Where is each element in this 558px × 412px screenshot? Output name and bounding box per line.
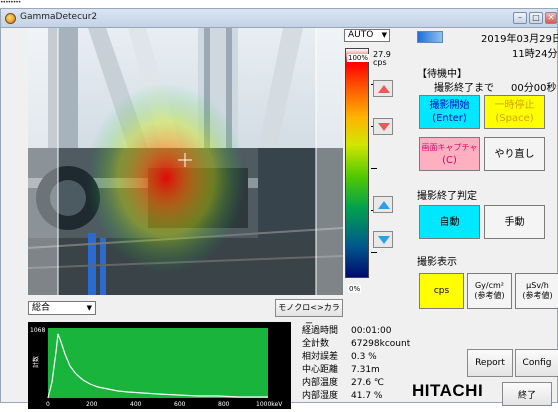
- readout-row: 経過時間 00:01:00: [302, 325, 412, 338]
- pause-label: 一時停止: [494, 100, 535, 111]
- spectrum-x-tick: 400: [130, 401, 142, 408]
- max-down-button[interactable]: [373, 118, 393, 135]
- camera-view[interactable]: [28, 28, 343, 295]
- redo-button[interactable]: やり直し: [484, 137, 545, 171]
- color-scale-bar: [345, 48, 369, 278]
- readout-label: 内部湿度: [302, 391, 339, 401]
- current-date: 2019年03月29日: [481, 34, 558, 45]
- readout-value: 27.6 ℃: [351, 378, 385, 388]
- status-indicator: [417, 31, 443, 43]
- readout-value: 67298kcount: [351, 339, 411, 349]
- remaining-value: 00分00秒: [511, 83, 557, 94]
- spectrum-x-tick: 600: [174, 401, 186, 408]
- readout-row: 内部温度 27.6 ℃: [302, 377, 412, 390]
- spectrum-x-tick: 0: [46, 401, 50, 408]
- camera-image: [28, 28, 343, 295]
- chevron-down-icon: ▼: [86, 304, 92, 312]
- scale-min-percent: 0%: [348, 285, 362, 293]
- spectrum-curve: [47, 333, 268, 399]
- spectrum-y-max: 1068: [30, 327, 45, 334]
- minimize-button[interactable]: –: [513, 12, 527, 24]
- usv-unit-button[interactable]: μSv/h (参考値): [515, 273, 558, 309]
- end-judge-label: 撮影終了判定: [417, 191, 477, 202]
- min-up-button[interactable]: [373, 196, 393, 213]
- readout-value: 0.3 %: [351, 352, 377, 362]
- current-time: 11時24分: [512, 49, 558, 60]
- hitachi-logo: HITACHI: [412, 381, 484, 400]
- readout-label: 経過時間: [302, 326, 339, 336]
- exit-button[interactable]: 終了: [502, 382, 552, 406]
- triangle-up-icon: [378, 201, 390, 209]
- mode-select-value: AUTO: [348, 30, 374, 40]
- start-capture-label: 撮影開始: [429, 100, 470, 111]
- readout-row: 中心距離 7.31m: [302, 364, 412, 377]
- readout-label: 相対誤差: [302, 352, 339, 362]
- detector-select-value: 総合: [32, 303, 51, 313]
- min-down-button[interactable]: [373, 231, 393, 248]
- top-marks: ••••••••: [0, 0, 21, 6]
- manual-button[interactable]: 手動: [484, 205, 545, 239]
- triangle-down-icon: [378, 236, 390, 244]
- readout-value: 41.7 %: [351, 391, 383, 401]
- spectrum-x-tick: 1000keV: [256, 401, 283, 408]
- scale-tick: [371, 252, 377, 253]
- scale-panel: AUTO ▼ 100% 0% 27.9 cps: [343, 28, 413, 295]
- readout-label: 内部温度: [302, 378, 339, 388]
- report-button[interactable]: Report: [467, 349, 513, 377]
- detector-select[interactable]: 総合 ▼: [28, 301, 96, 315]
- triangle-up-icon: [378, 85, 390, 93]
- readout-value: 00:01:00: [351, 326, 392, 336]
- triangle-down-icon: [378, 123, 390, 131]
- readout-row: 相対誤差 0.3 %: [302, 351, 412, 364]
- readout-row: 内部湿度 41.7 %: [302, 390, 412, 403]
- max-up-button[interactable]: [373, 80, 393, 97]
- readout-row: 全計数 67298kcount: [302, 338, 412, 351]
- scale-max-value: 27.9 cps: [373, 51, 391, 67]
- scale-max-percent: 100%: [347, 54, 370, 62]
- auto-button[interactable]: 自動: [419, 205, 480, 239]
- pause-button[interactable]: 一時停止 (Space): [484, 95, 545, 129]
- gy-unit-button[interactable]: Gy/cm² (参考値): [467, 273, 512, 309]
- window-title: GammaDetecur2: [20, 12, 98, 22]
- chevron-down-icon: ▼: [381, 31, 387, 39]
- mono-color-toggle-button[interactable]: モノクロ<>カラー: [275, 299, 343, 328]
- screen-capture-button[interactable]: 画面キャプチャ (C): [419, 137, 480, 171]
- spectrum-x-tick: 800: [218, 401, 230, 408]
- spectrum-plot: 1068 計数 0 200 400 600 800 1000keV: [28, 322, 291, 409]
- readout-value: 7.31m: [351, 365, 380, 375]
- close-button[interactable]: ✕: [545, 12, 557, 24]
- remaining-label: 撮影終了まで: [434, 83, 494, 94]
- spectrum-x-tick: 200: [86, 401, 98, 408]
- cps-button[interactable]: cps: [419, 273, 464, 309]
- screen-capture-shortcut: (C): [442, 155, 457, 166]
- measurement-readouts: 経過時間 00:01:00 全計数 67298kcount 相対誤差 0.3 %…: [302, 325, 412, 403]
- screen-capture-label: 画面キャプチャ: [421, 143, 478, 152]
- spectrum-y-axis-label: 計数: [32, 356, 40, 368]
- scale-max-unit: cps: [373, 58, 387, 67]
- mode-select[interactable]: AUTO ▼: [344, 29, 390, 42]
- start-capture-shortcut: (Enter): [432, 113, 467, 124]
- readout-label: 全計数: [302, 339, 330, 349]
- gy-unit-label: Gy/cm²: [474, 281, 505, 290]
- energy-spectrum: 1068 計数 0 200 400 600 800 1000keV: [28, 322, 291, 409]
- scale-max-number: 27.9: [373, 50, 391, 59]
- maximize-button[interactable]: □: [529, 12, 543, 24]
- usv-unit-note: (参考値): [522, 291, 553, 300]
- readout-label: 中心距離: [302, 365, 339, 375]
- spectrum-plot-area: [48, 328, 268, 398]
- status-label: 【待機中】: [417, 69, 467, 80]
- title-bar: GammaDetecur2 – □ ✕: [1, 9, 557, 28]
- start-capture-button[interactable]: 撮影開始 (Enter): [419, 95, 480, 129]
- display-label: 撮影表示: [417, 257, 457, 268]
- scale-tick: [371, 168, 377, 169]
- app-window: GammaDetecur2 – □ ✕: [0, 8, 558, 409]
- usv-unit-label: μSv/h: [526, 281, 549, 290]
- pause-shortcut: (Space): [495, 113, 534, 124]
- gy-unit-note: (参考値): [474, 291, 505, 300]
- config-button[interactable]: Config: [515, 349, 558, 377]
- app-icon: [5, 13, 16, 24]
